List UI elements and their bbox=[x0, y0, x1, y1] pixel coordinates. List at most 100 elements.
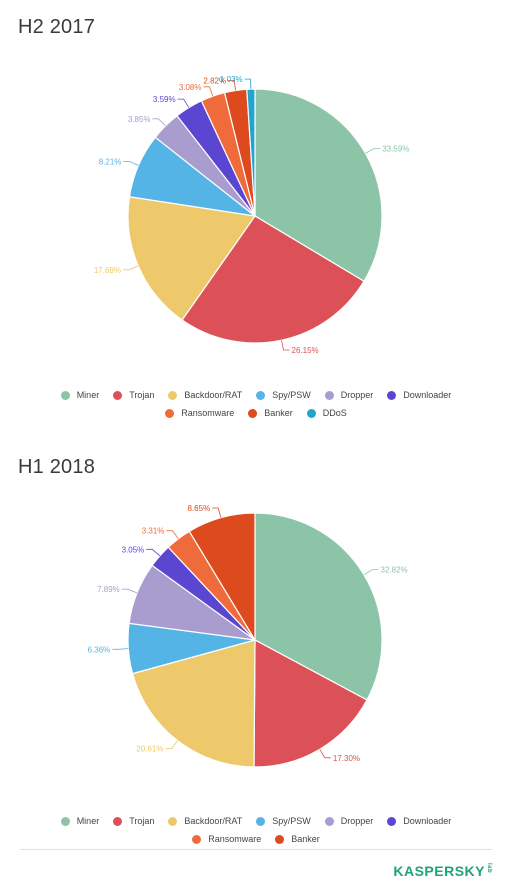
leader-line-ransomware bbox=[166, 530, 179, 539]
data-label-dropper: 3.85% bbox=[128, 115, 151, 124]
leader-line-miner bbox=[363, 569, 379, 576]
legend-swatch bbox=[168, 816, 178, 826]
chart-legend: Miner Trojan Backdoor/RAT Spy/PSW Dropper Dow… bbox=[20, 816, 492, 844]
pie-slice-backdoor-rat bbox=[131, 639, 256, 768]
legend-label: Backdoor/RAT bbox=[184, 390, 243, 400]
leader-line-spy-psw bbox=[112, 648, 129, 650]
chart-title: H1 2018 bbox=[18, 456, 96, 478]
leader-line-banker bbox=[228, 80, 236, 91]
leader-line-downloader bbox=[146, 548, 161, 557]
legend-label: Downloader bbox=[403, 816, 452, 826]
legend-label: Spy/PSW bbox=[272, 816, 311, 826]
legend-item-banker: Banker bbox=[275, 834, 320, 844]
kaspersky-logo: KASPERSKY lab bbox=[393, 863, 492, 879]
legend-item-downloader: Downloader bbox=[387, 390, 451, 400]
data-label-miner: 32.82% bbox=[381, 566, 408, 575]
legend-label: Dropper bbox=[340, 816, 374, 826]
legend-item-ransomware: Ransomware bbox=[165, 408, 234, 418]
pie-slice-miner bbox=[254, 88, 383, 283]
data-label-ransomware: 3.08% bbox=[179, 83, 202, 92]
legend-item-dropper: Dropper bbox=[324, 390, 374, 400]
legend-label: Spy/PSW bbox=[272, 390, 311, 400]
legend-item-spy-psw: Spy/PSW bbox=[256, 816, 311, 826]
leader-line-miner bbox=[365, 147, 381, 154]
legend-item-miner: Miner bbox=[60, 390, 100, 400]
pie-slice-miner bbox=[254, 512, 383, 701]
footer-divider bbox=[20, 849, 492, 850]
legend-label: Banker bbox=[264, 408, 293, 418]
leader-line-trojan bbox=[281, 340, 290, 351]
legend-swatch bbox=[248, 408, 258, 418]
legend-item-backdoor-rat: Backdoor/RAT bbox=[168, 816, 242, 826]
leader-line-banker bbox=[212, 507, 222, 518]
legend-swatch bbox=[387, 390, 397, 400]
legend-swatch bbox=[113, 816, 123, 826]
leader-line-trojan bbox=[319, 748, 331, 759]
legend-item-dropper: Dropper bbox=[324, 816, 374, 826]
pie-chart-h2-2017: H2 2017 33.59% 26.15% 17.69% 8.21% 3.85% 3.59… bbox=[0, 0, 512, 440]
data-label-spy-psw: 6.36% bbox=[88, 645, 111, 654]
legend-item-downloader: Downloader bbox=[387, 816, 451, 826]
data-label-banker: 2.82% bbox=[203, 77, 226, 86]
data-label-trojan: 26.15% bbox=[292, 346, 319, 355]
data-label-dropper: 7.89% bbox=[97, 585, 120, 594]
legend-swatch bbox=[387, 816, 397, 826]
legend-swatch bbox=[306, 408, 316, 418]
legend-swatch bbox=[275, 834, 285, 844]
legend-label: Dropper bbox=[340, 390, 374, 400]
brand-tag: lab bbox=[486, 863, 492, 874]
pie-slice-trojan bbox=[253, 639, 368, 768]
legend-swatch bbox=[324, 816, 334, 826]
legend-label: Backdoor/RAT bbox=[184, 816, 243, 826]
legend-swatch bbox=[165, 408, 175, 418]
pie-chart-canvas: 32.82% 17.30% 20.61% 6.36% 7.89% 3.05% 3.31% 8.… bbox=[88, 504, 408, 768]
data-label-backdoor-rat: 20.61% bbox=[136, 745, 163, 754]
pie-chart-canvas: 33.59% 26.15% 17.69% 8.21% 3.85% 3.59%3.08%2.… bbox=[94, 75, 409, 355]
legend-label: DDoS bbox=[322, 408, 347, 418]
data-label-ransomware: 3.31% bbox=[142, 527, 165, 536]
data-label-miner: 33.59% bbox=[382, 144, 409, 153]
leader-line-dropper bbox=[121, 588, 138, 594]
legend-swatch bbox=[168, 390, 178, 400]
leader-line-backdoor-rat bbox=[165, 740, 178, 750]
legend-item-backdoor-rat: Backdoor/RAT bbox=[168, 390, 242, 400]
brand-wordmark: KASPERSKY bbox=[393, 863, 485, 879]
legend-label: Trojan bbox=[129, 816, 155, 826]
legend-swatch bbox=[256, 390, 266, 400]
legend-swatch bbox=[60, 390, 70, 400]
legend-swatch bbox=[256, 816, 266, 826]
legend-label: Miner bbox=[76, 816, 100, 826]
leader-line-spy-psw bbox=[123, 160, 139, 166]
legend-label: Banker bbox=[291, 834, 320, 844]
legend-label: Ransomware bbox=[181, 408, 235, 418]
leader-line-ddos bbox=[244, 78, 252, 90]
data-label-downloader: 3.59% bbox=[153, 95, 176, 104]
pie-slice-backdoor-rat bbox=[127, 196, 257, 321]
legend-item-spy-psw: Spy/PSW bbox=[256, 390, 311, 400]
legend-item-banker: Banker bbox=[248, 408, 293, 418]
pie-slice-trojan bbox=[181, 215, 365, 344]
legend-item-miner: Miner bbox=[60, 816, 100, 826]
legend-item-ddos: DDoS bbox=[306, 408, 347, 418]
legend-label: Ransomware bbox=[208, 834, 262, 844]
data-label-downloader: 3.05% bbox=[122, 545, 145, 554]
leader-line-backdoor-rat bbox=[123, 265, 139, 271]
leader-line-downloader bbox=[177, 98, 190, 108]
pie-chart-h1-2018: H1 2018 32.82% 17.30% 20.61% 6.36% 7.89% 3.05… bbox=[0, 440, 512, 850]
legend-item-ransomware: Ransomware bbox=[192, 834, 261, 844]
legend-item-trojan: Trojan bbox=[113, 390, 154, 400]
legend-item-trojan: Trojan bbox=[113, 816, 154, 826]
chart-title: H2 2017 bbox=[18, 16, 96, 38]
data-label-backdoor-rat: 17.69% bbox=[94, 266, 121, 275]
legend-swatch bbox=[324, 390, 334, 400]
legend-swatch bbox=[113, 390, 123, 400]
legend-swatch bbox=[60, 816, 70, 826]
data-label-ddos: 1.03% bbox=[220, 75, 243, 84]
leader-line-ransomware bbox=[203, 86, 214, 97]
chart-legend: Miner Trojan Backdoor/RAT Spy/PSW Dropper Dow… bbox=[20, 390, 492, 418]
legend-swatch bbox=[192, 834, 202, 844]
legend-label: Miner bbox=[76, 390, 100, 400]
data-label-banker: 8.65% bbox=[188, 504, 211, 513]
legend-label: Downloader bbox=[403, 390, 452, 400]
data-label-spy-psw: 8.21% bbox=[99, 157, 122, 166]
